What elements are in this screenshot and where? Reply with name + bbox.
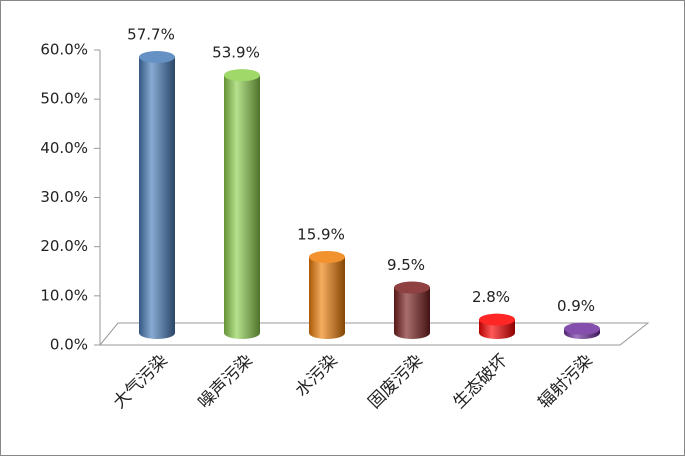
bar-top — [309, 250, 345, 263]
value-label: 0.9% — [557, 297, 595, 315]
value-label: 2.8% — [472, 288, 510, 306]
y-tick-label: 0.0% — [50, 336, 88, 354]
y-tick-label: 20.0% — [40, 237, 88, 255]
bar-top — [394, 281, 430, 294]
y-tick-label: 50.0% — [40, 90, 88, 108]
y-tick-label: 10.0% — [40, 286, 88, 304]
bar-top — [479, 313, 515, 326]
y-tick-label: 40.0% — [40, 139, 88, 157]
bar-top — [139, 51, 175, 64]
value-label: 57.7% — [127, 26, 175, 44]
bar — [394, 287, 430, 339]
y-tick-label: 30.0% — [40, 188, 88, 206]
value-label: 9.5% — [387, 256, 425, 274]
y-tick-label: 60.0% — [40, 41, 88, 59]
bar — [309, 256, 345, 339]
bar — [139, 57, 175, 339]
value-label: 53.9% — [212, 44, 260, 62]
bar — [224, 75, 260, 339]
value-label: 15.9% — [297, 225, 345, 243]
bar-top — [224, 69, 260, 82]
bar-top — [564, 322, 600, 335]
